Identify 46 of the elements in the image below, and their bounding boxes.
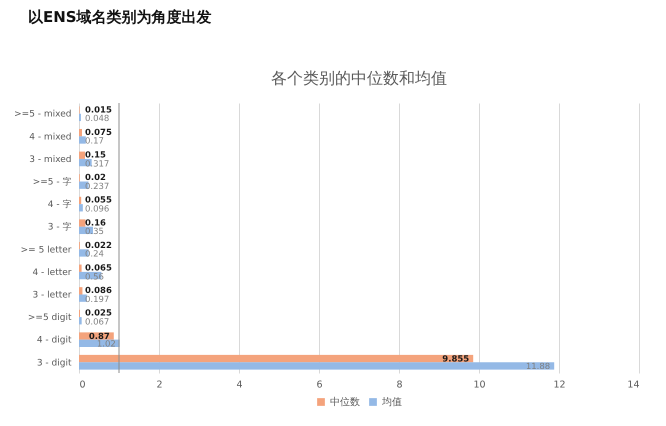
data-label: 0.02 (85, 173, 106, 184)
x-tick-label: 8 (396, 380, 403, 390)
x-tick-label: 2 (156, 380, 163, 390)
chart-title: 以ENS域名类别为角度出发 (28, 8, 212, 27)
data-label: 0.075 (85, 128, 112, 138)
data-label: 0.17 (85, 136, 104, 147)
data-label: 0.16 (85, 218, 106, 228)
y-tick-label: 4 - letter (32, 268, 72, 278)
data-label: 0.24 (85, 250, 104, 260)
chart-subtitle: 各个类别的中位数和均值 (271, 68, 447, 88)
y-tick-label: >=5 - 字 (32, 176, 72, 188)
data-label: 0.237 (85, 182, 110, 192)
y-tick-label: 3 - digit (36, 358, 72, 368)
data-label: 0.197 (85, 294, 110, 305)
y-tick-label: 3 - mixed (29, 154, 72, 165)
data-label: 0.025 (85, 308, 112, 319)
data-label: 0.067 (85, 318, 110, 328)
legend-label: 均值 (381, 396, 402, 408)
x-tick-label: 14 (627, 380, 640, 390)
data-label: 0.055 (85, 196, 112, 206)
x-tick-label: 12 (553, 380, 566, 390)
y-tick-label: 4 - 字 (48, 199, 72, 210)
data-label: 0.096 (85, 204, 110, 215)
y-tick-label: >=5 - mixed (14, 110, 72, 120)
data-label: 0.317 (85, 159, 110, 170)
data-label: 1.02 (96, 339, 116, 350)
data-label: 0.15 (85, 150, 106, 160)
y-tick-label: 3 - letter (32, 290, 72, 300)
y-tick-label: 3 - 字 (48, 222, 72, 233)
data-label: 0.048 (85, 114, 110, 124)
data-label: 0.35 (85, 227, 104, 238)
y-tick-label: >=5 digit (28, 313, 72, 324)
x-tick-label: 4 (236, 380, 243, 390)
legend-label: 中位数 (330, 396, 360, 408)
y-tick-label: 4 - mixed (29, 132, 72, 142)
y-tick-label: 4 - digit (36, 336, 72, 346)
y-tick-label: >= 5 letter (20, 245, 72, 256)
data-label: 0.086 (85, 286, 112, 296)
data-label: 9.855 (442, 354, 470, 365)
x-tick-label: 0 (80, 380, 86, 390)
x-tick-label: 10 (473, 380, 486, 390)
x-tick-label: 6 (316, 380, 323, 390)
data-label: 0.022 (85, 240, 112, 251)
data-label: 0.065 (85, 263, 112, 274)
data-label: 11.88 (526, 362, 550, 372)
data-label: 0.015 (85, 105, 112, 116)
